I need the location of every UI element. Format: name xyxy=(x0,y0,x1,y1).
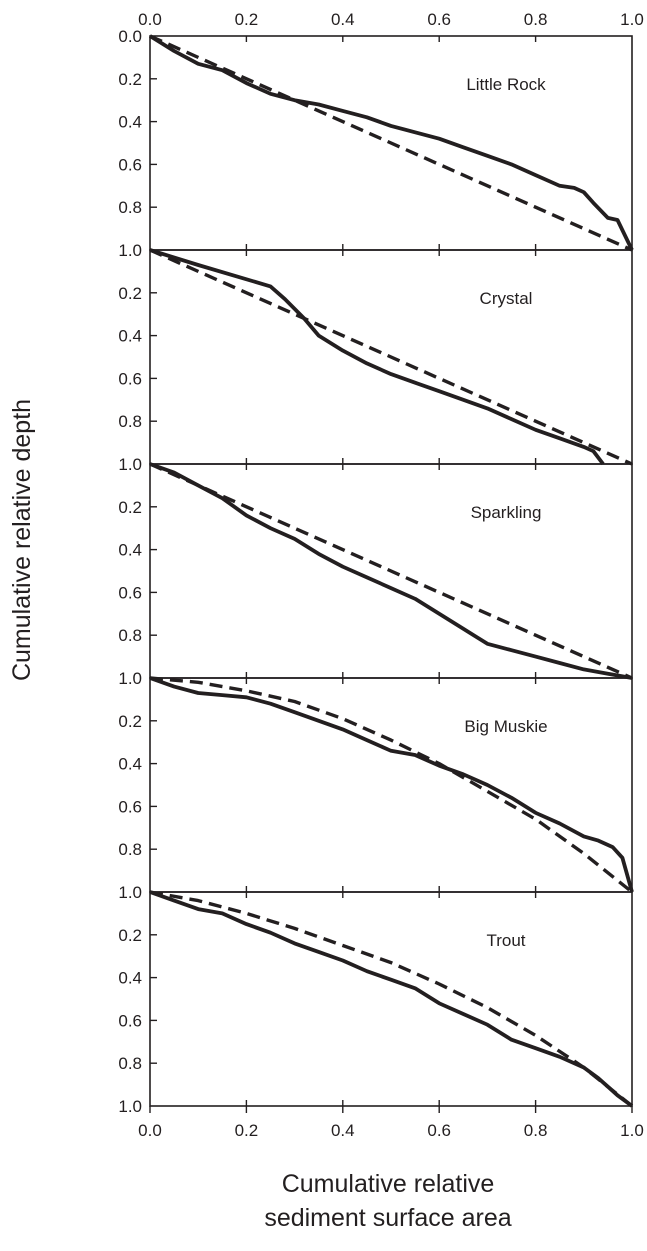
y-tick-label-crystal: 0.8 xyxy=(118,412,142,431)
reference-line-little-rock xyxy=(149,34,633,252)
y-tick-label-trout: 0.4 xyxy=(118,969,142,988)
x-axes: 0.0 0.0 0.2 0.2 0.4 0.4 0.6 0.6 0.8 0.8 1.0 1.0 xyxy=(138,10,644,1140)
y-tick-label-crystal: 0.2 xyxy=(118,284,142,303)
y-tick-label-big-muskie: 0.6 xyxy=(118,797,142,816)
y-tick-label-sparkling: 0.4 xyxy=(118,541,142,560)
y-tick-label-trout: 1.0 xyxy=(118,1097,142,1116)
y-tick-label-big-muskie: 0.4 xyxy=(118,755,142,774)
x-axis-title-line-2: sediment surface area xyxy=(264,1204,511,1232)
y-tick-label-trout: 0.8 xyxy=(118,1054,142,1073)
reference-line-crystal xyxy=(149,248,633,466)
y-tick-label-crystal: 0.4 xyxy=(118,327,142,346)
reference-line-trout xyxy=(149,890,634,1108)
y-tick-label-big-muskie: 0.8 xyxy=(118,840,142,859)
panel-big-muskie: 1.0 0.2 0.4 0.6 0.8 Big Muskie xyxy=(118,669,634,894)
observed-line-big-muskie xyxy=(149,676,634,893)
observed-line-trout xyxy=(149,890,634,1108)
reference-line-sparkling xyxy=(149,462,633,680)
observed-line-sparkling xyxy=(149,462,633,680)
y-tick-label-trout: 0.2 xyxy=(118,926,142,945)
y-tick-label-sparkling: 1.0 xyxy=(118,455,142,474)
panel-frame-big-muskie xyxy=(149,677,633,893)
y-tick-label-trout: 1.0 xyxy=(118,883,142,902)
panel-sparkling: 1.0 0.2 0.4 0.6 0.8 Sparkling xyxy=(118,455,633,680)
y-tick-label-crystal: 0.6 xyxy=(118,369,142,388)
panel-trout: 1.0 0.2 0.4 0.6 0.8 1.0 Trout xyxy=(118,883,634,1116)
x-axis-title-line-1: Cumulative relative xyxy=(282,1170,495,1198)
y-tick-label-little-rock: 0.6 xyxy=(118,155,142,174)
y-axis-title: Cumulative relative depth xyxy=(8,399,36,681)
panel-label-sparkling: Sparkling xyxy=(471,503,542,522)
y-tick-label-little-rock: 0.0 xyxy=(118,27,142,46)
observed-line-crystal xyxy=(149,248,605,466)
x-tick-label-bottom: 0.4 xyxy=(331,1121,355,1140)
y-tick-label-crystal: 1.0 xyxy=(118,241,142,260)
x-tick-label-top: 1.0 xyxy=(620,10,644,29)
x-tick-label-top: 0.8 xyxy=(524,10,548,29)
y-tick-label-little-rock: 0.2 xyxy=(118,70,142,89)
x-tick-label-bottom: 1.0 xyxy=(620,1121,644,1140)
x-tick-label-top: 0.4 xyxy=(331,10,355,29)
x-tick-label-bottom: 0.0 xyxy=(138,1121,162,1140)
y-tick-label-little-rock: 0.4 xyxy=(118,113,142,132)
x-tick-label-top: 0.6 xyxy=(427,10,451,29)
y-tick-label-big-muskie: 0.2 xyxy=(118,712,142,731)
x-tick-label-bottom: 0.2 xyxy=(235,1121,259,1140)
panel-label-big-muskie: Big Muskie xyxy=(464,717,547,736)
y-tick-label-sparkling: 0.2 xyxy=(118,498,142,517)
panel-crystal: 1.0 0.2 0.4 0.6 0.8 Crystal xyxy=(118,241,633,466)
x-tick-label-top: 0.0 xyxy=(138,10,162,29)
y-tick-label-sparkling: 0.8 xyxy=(118,626,142,645)
y-tick-label-sparkling: 0.6 xyxy=(118,583,142,602)
panel-little-rock: 0.0 0.2 0.4 0.6 0.8 Little Rock xyxy=(118,27,634,252)
observed-line-little-rock xyxy=(148,34,634,251)
y-tick-label-trout: 0.6 xyxy=(118,1011,142,1030)
y-tick-label-little-rock: 0.8 xyxy=(118,198,142,217)
x-tick-label-bottom: 0.6 xyxy=(427,1121,451,1140)
panel-label-little-rock: Little Rock xyxy=(466,75,546,94)
x-tick-label-top: 0.2 xyxy=(235,10,259,29)
reference-line-big-muskie xyxy=(149,676,634,894)
y-tick-label-big-muskie: 1.0 xyxy=(118,669,142,688)
panel-label-crystal: Crystal xyxy=(480,289,533,308)
x-tick-label-bottom: 0.8 xyxy=(524,1121,548,1140)
panel-label-trout: Trout xyxy=(486,931,525,950)
panel-frame-trout xyxy=(149,891,633,1107)
